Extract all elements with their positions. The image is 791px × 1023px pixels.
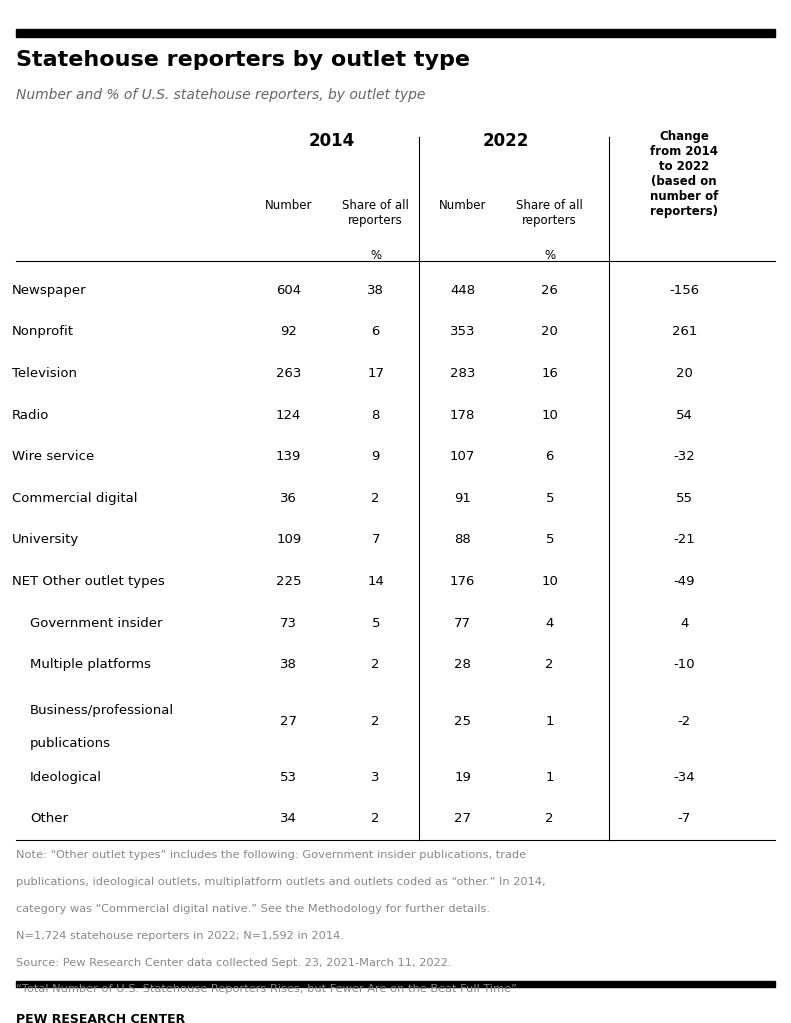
- Text: Share of all
reporters: Share of all reporters: [517, 199, 583, 227]
- Text: %: %: [544, 250, 555, 262]
- Text: 25: 25: [454, 715, 471, 727]
- Text: 20: 20: [676, 367, 693, 380]
- Text: 14: 14: [367, 575, 384, 588]
- Text: Note: “Other outlet types” includes the following: Government insider publicatio: Note: “Other outlet types” includes the …: [16, 850, 526, 859]
- Text: University: University: [12, 533, 79, 546]
- Text: -7: -7: [678, 812, 691, 826]
- Text: 92: 92: [280, 325, 297, 339]
- Text: 5: 5: [546, 492, 554, 504]
- Text: 27: 27: [280, 715, 297, 727]
- Text: Multiple platforms: Multiple platforms: [30, 659, 151, 671]
- Text: 2: 2: [372, 715, 380, 727]
- Text: category was “Commercial digital native.” See the Methodology for further detail: category was “Commercial digital native.…: [16, 903, 490, 914]
- Text: Television: Television: [12, 367, 77, 380]
- Text: Wire service: Wire service: [12, 450, 94, 463]
- Text: -49: -49: [673, 575, 695, 588]
- Text: Share of all
reporters: Share of all reporters: [343, 199, 409, 227]
- Text: 1: 1: [546, 771, 554, 784]
- Text: N=1,724 statehouse reporters in 2022; N=1,592 in 2014.: N=1,724 statehouse reporters in 2022; N=…: [16, 931, 344, 940]
- Text: 4: 4: [546, 617, 554, 630]
- Text: “Total Number of U.S. Statehouse Reporters Rises, but Fewer Are on the Beat Full: “Total Number of U.S. Statehouse Reporte…: [16, 984, 517, 994]
- Text: 261: 261: [672, 325, 697, 339]
- Text: 109: 109: [276, 533, 301, 546]
- Text: 16: 16: [541, 367, 558, 380]
- Text: -21: -21: [673, 533, 695, 546]
- Text: 107: 107: [450, 450, 475, 463]
- Text: 28: 28: [454, 659, 471, 671]
- Text: 6: 6: [546, 450, 554, 463]
- Text: 38: 38: [367, 283, 384, 297]
- Text: %: %: [370, 250, 381, 262]
- Text: 20: 20: [541, 325, 558, 339]
- Text: 5: 5: [546, 533, 554, 546]
- Text: -34: -34: [673, 771, 695, 784]
- Text: 2: 2: [372, 812, 380, 826]
- Text: Source: Pew Research Center data collected Sept. 23, 2021-March 11, 2022.: Source: Pew Research Center data collect…: [16, 958, 452, 968]
- Text: 26: 26: [541, 283, 558, 297]
- Text: 53: 53: [280, 771, 297, 784]
- Text: Number and % of U.S. statehouse reporters, by outlet type: Number and % of U.S. statehouse reporter…: [16, 88, 426, 101]
- Text: 34: 34: [280, 812, 297, 826]
- Text: 17: 17: [367, 367, 384, 380]
- Text: 38: 38: [280, 659, 297, 671]
- Text: Statehouse reporters by outlet type: Statehouse reporters by outlet type: [16, 50, 470, 70]
- Text: -32: -32: [673, 450, 695, 463]
- Text: Number: Number: [439, 199, 486, 213]
- Text: Ideological: Ideological: [30, 771, 102, 784]
- Text: Government insider: Government insider: [30, 617, 163, 630]
- Text: 6: 6: [372, 325, 380, 339]
- Text: 9: 9: [372, 450, 380, 463]
- Text: 448: 448: [450, 283, 475, 297]
- Text: Number: Number: [265, 199, 312, 213]
- Text: 27: 27: [454, 812, 471, 826]
- Text: 2: 2: [546, 812, 554, 826]
- Text: 263: 263: [276, 367, 301, 380]
- Text: 73: 73: [280, 617, 297, 630]
- Text: PEW RESEARCH CENTER: PEW RESEARCH CENTER: [16, 1014, 185, 1023]
- Text: Newspaper: Newspaper: [12, 283, 86, 297]
- Text: 1: 1: [546, 715, 554, 727]
- Text: 8: 8: [372, 408, 380, 421]
- Text: 2: 2: [546, 659, 554, 671]
- Text: -2: -2: [678, 715, 691, 727]
- Text: 10: 10: [541, 575, 558, 588]
- Text: 2022: 2022: [483, 132, 529, 149]
- Bar: [16, 29, 775, 37]
- Text: 3: 3: [372, 771, 380, 784]
- Text: 176: 176: [450, 575, 475, 588]
- Text: 10: 10: [541, 408, 558, 421]
- Text: 178: 178: [450, 408, 475, 421]
- Text: 353: 353: [450, 325, 475, 339]
- Text: 7: 7: [372, 533, 380, 546]
- Text: -10: -10: [673, 659, 695, 671]
- Text: 139: 139: [276, 450, 301, 463]
- Text: publications: publications: [30, 738, 111, 750]
- Text: 2: 2: [372, 492, 380, 504]
- Text: Business/professional: Business/professional: [30, 704, 174, 717]
- Text: 77: 77: [454, 617, 471, 630]
- Text: 54: 54: [676, 408, 693, 421]
- Text: 91: 91: [454, 492, 471, 504]
- Text: publications, ideological outlets, multiplatform outlets and outlets coded as “o: publications, ideological outlets, multi…: [16, 877, 546, 887]
- Text: 5: 5: [372, 617, 380, 630]
- Text: -156: -156: [669, 283, 699, 297]
- Text: 604: 604: [276, 283, 301, 297]
- Text: Nonprofit: Nonprofit: [12, 325, 74, 339]
- Text: 36: 36: [280, 492, 297, 504]
- Text: Other: Other: [30, 812, 68, 826]
- Text: 2014: 2014: [309, 132, 355, 149]
- Text: NET Other outlet types: NET Other outlet types: [12, 575, 165, 588]
- Text: Radio: Radio: [12, 408, 49, 421]
- Text: 283: 283: [450, 367, 475, 380]
- Text: 88: 88: [454, 533, 471, 546]
- Text: Change
from 2014
to 2022
(based on
number of
reporters): Change from 2014 to 2022 (based on numbe…: [650, 130, 718, 218]
- Text: 19: 19: [454, 771, 471, 784]
- Text: 2: 2: [372, 659, 380, 671]
- Text: 4: 4: [680, 617, 688, 630]
- Text: 55: 55: [676, 492, 693, 504]
- Text: Commercial digital: Commercial digital: [12, 492, 138, 504]
- Bar: [16, 981, 775, 987]
- Text: 225: 225: [276, 575, 301, 588]
- Text: 124: 124: [276, 408, 301, 421]
